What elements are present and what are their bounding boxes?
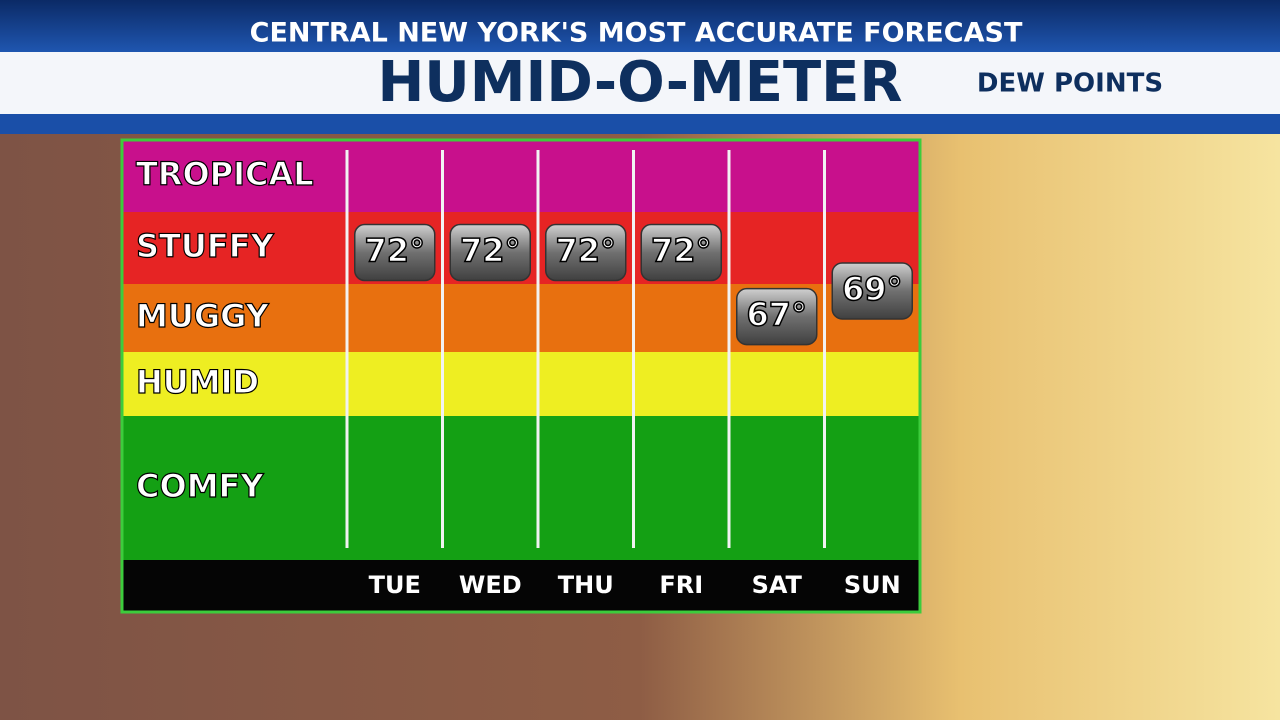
day-label: SUN xyxy=(844,571,901,599)
title-band xyxy=(0,52,1280,114)
subtitle: DEW POINTS xyxy=(977,69,1163,99)
zone-label: STUFFY xyxy=(136,227,275,265)
day-label: TUE xyxy=(369,571,421,599)
day-label: SAT xyxy=(752,571,803,599)
dew-point-badge xyxy=(640,223,722,282)
zone-band xyxy=(122,352,920,416)
zone-band xyxy=(122,140,920,212)
dew-point-label: 72° xyxy=(460,232,521,270)
day-label: THU xyxy=(558,571,614,599)
dew-point-label: 67° xyxy=(746,296,807,334)
dew-point-label: 69° xyxy=(842,270,903,308)
dew-point-label: 72° xyxy=(555,232,616,270)
dew-point-badge xyxy=(449,223,531,282)
top-bar xyxy=(0,0,1280,52)
meter-chart: TROPICAL STUFFY MUGGY HUMID COMFY TUE 72° WED 72… xyxy=(120,138,922,614)
zone-label: HUMID xyxy=(136,363,259,401)
zone-band xyxy=(122,416,920,560)
title: HUMID-O-METER xyxy=(377,50,902,115)
frame xyxy=(120,138,922,614)
zone-label: TROPICAL xyxy=(136,155,314,193)
dew-point-badge xyxy=(354,223,436,282)
zone-label: MUGGY xyxy=(136,297,270,335)
day-bar xyxy=(122,560,920,612)
dew-point-badge xyxy=(736,287,818,346)
dew-point-label: 72° xyxy=(364,232,425,270)
zone-label: COMFY xyxy=(136,467,264,505)
dew-point-badge xyxy=(831,262,913,320)
day-label: FRI xyxy=(659,571,703,599)
dew-point-label: 72° xyxy=(651,232,712,270)
dew-point-badge xyxy=(545,223,627,282)
tagline: CENTRAL NEW YORK'S MOST ACCURATE FORECAS… xyxy=(250,18,1023,49)
day-label: WED xyxy=(459,571,522,599)
bottom-stripe xyxy=(0,114,1280,134)
